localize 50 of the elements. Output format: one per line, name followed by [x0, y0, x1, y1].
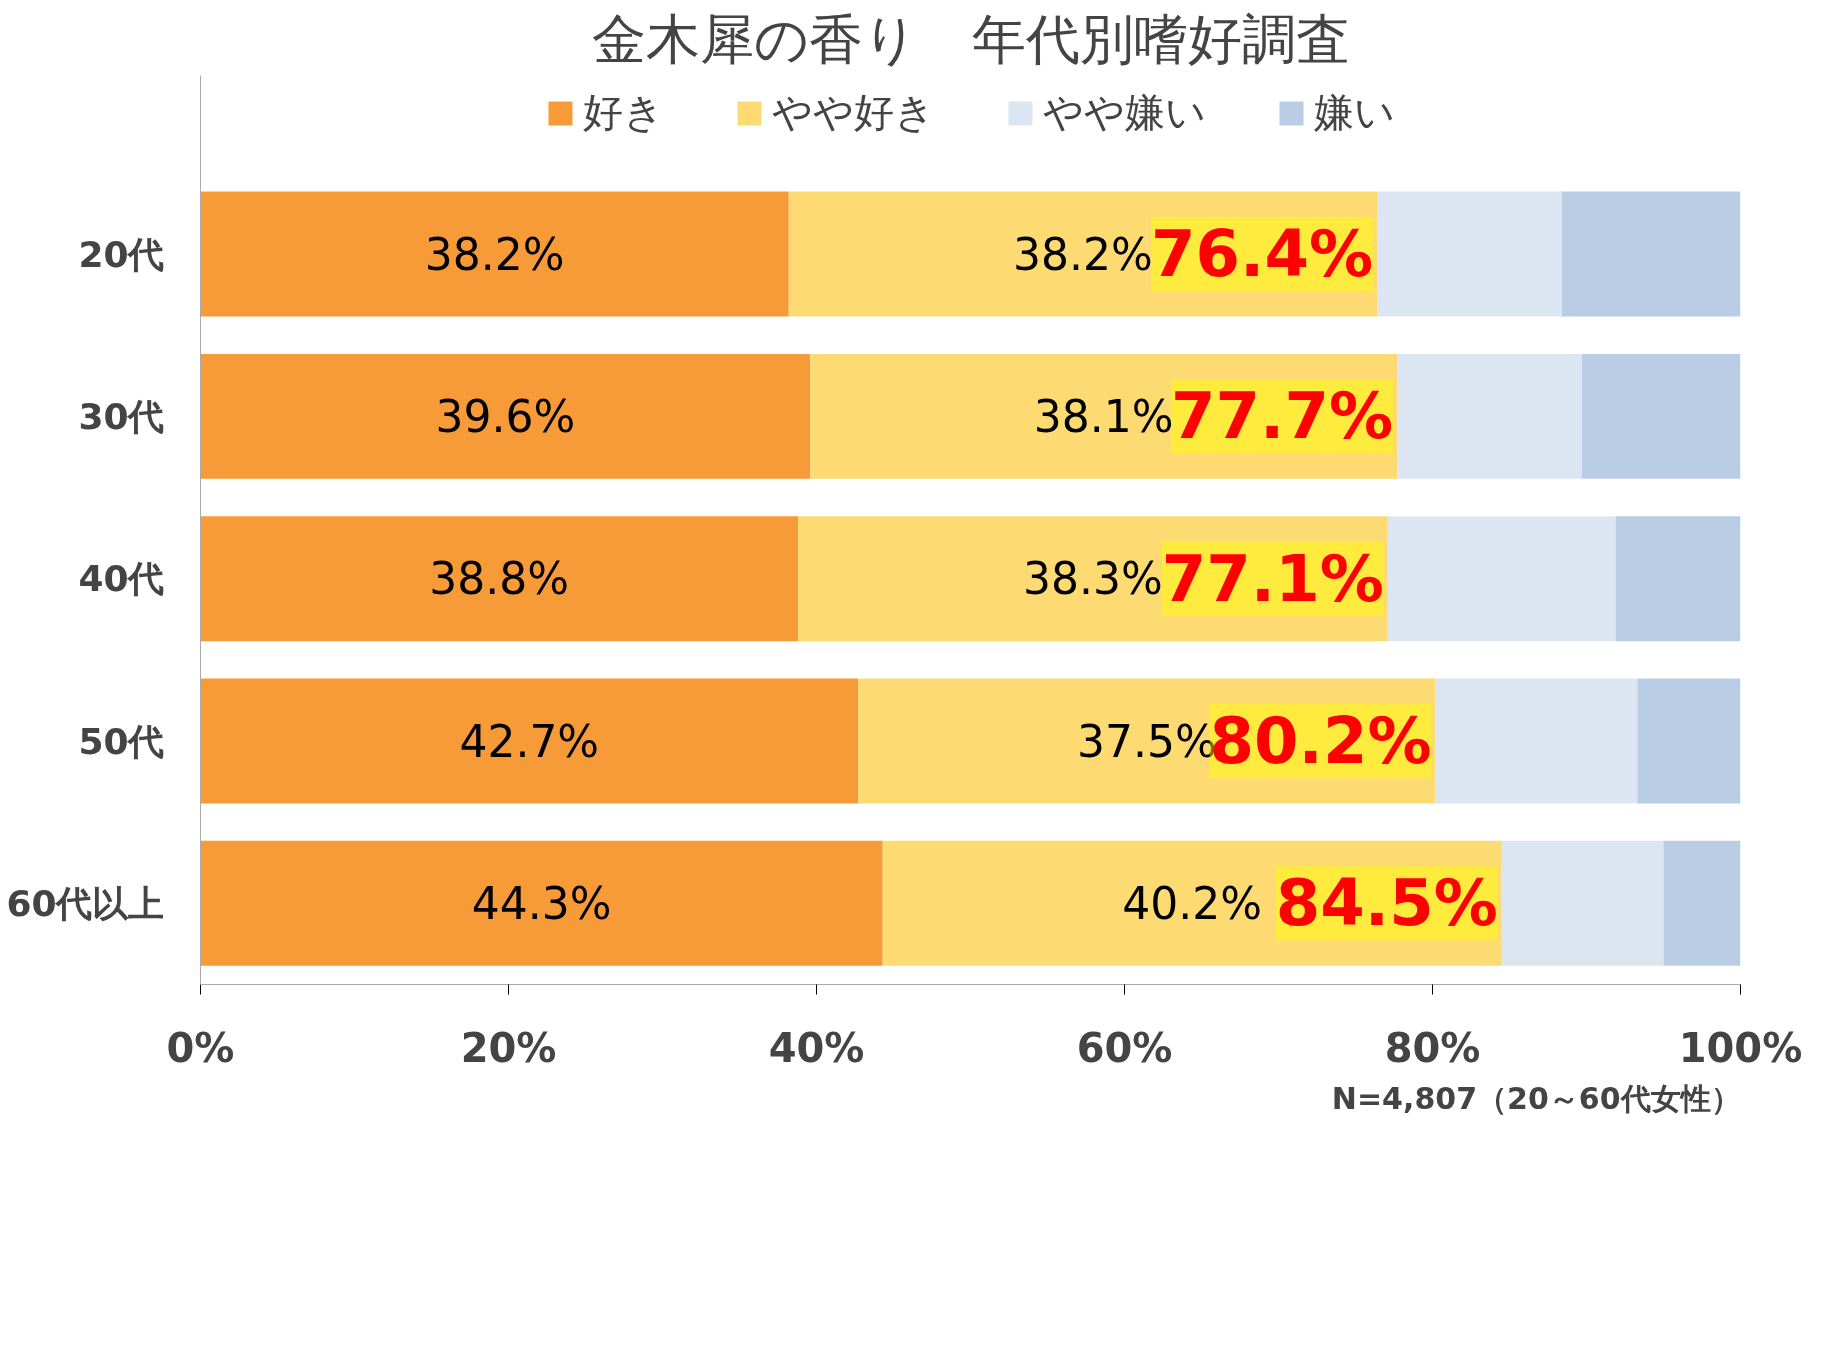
bar [1637, 678, 1741, 804]
y-tick-label: 20代 [78, 233, 165, 275]
legend-label: やや好き [772, 88, 935, 137]
x-tick-label: 40% [768, 1024, 865, 1071]
data-label: 38.1% [1033, 390, 1174, 442]
bar [1397, 353, 1582, 479]
bar [1387, 516, 1616, 642]
legend-label: 好き [583, 88, 664, 137]
bar [882, 840, 1502, 966]
data-label: 38.2% [1013, 228, 1153, 280]
bar [1561, 191, 1741, 317]
x-tick-label: 80% [1384, 1024, 1481, 1071]
annotation: 84.5% [1275, 866, 1498, 941]
bar [200, 516, 799, 642]
annotation: 76.4% [1151, 217, 1374, 292]
y-tick-label: 60代以上 [6, 882, 165, 924]
data-label: 38.3% [1023, 553, 1163, 605]
bar [1615, 516, 1741, 642]
bar [1435, 678, 1638, 804]
bar [200, 840, 883, 966]
bar [1581, 353, 1741, 479]
bar [200, 191, 789, 317]
bar [1501, 840, 1664, 966]
legend-label: やや嫌い [1043, 88, 1206, 137]
x-tick-label: 60% [1076, 1024, 1173, 1071]
annotation: 77.7% [1171, 379, 1394, 454]
bar [200, 678, 859, 804]
data-label: 38.8% [429, 553, 570, 605]
data-label: 40.2% [1122, 877, 1263, 929]
x-tick-label: 20% [460, 1024, 557, 1071]
bar [200, 353, 811, 479]
y-tick-label: 50代 [78, 720, 165, 762]
y-tick-label: 30代 [78, 395, 165, 437]
data-label: 38.2% [424, 228, 565, 280]
bar [798, 516, 1388, 642]
x-tick-label: 100% [1678, 1024, 1803, 1071]
bar [788, 191, 1378, 317]
legend-label: 嫌い [1314, 88, 1395, 137]
text: N=4,807（20～60代女性） [1331, 1080, 1741, 1116]
bar [810, 353, 1398, 479]
bar [1377, 191, 1562, 317]
bar [858, 678, 1436, 804]
annotation: 77.1% [1161, 541, 1384, 616]
data-label: 42.7% [459, 715, 600, 767]
data-label: 44.3% [471, 877, 612, 929]
data-label: 39.6% [435, 390, 576, 442]
x-tick-label: 0% [166, 1024, 235, 1071]
bar [1663, 840, 1741, 966]
y-tick-label: 40代 [78, 558, 165, 600]
chart-title: 金木犀の香り 年代別嗜好調査 [591, 7, 1350, 71]
